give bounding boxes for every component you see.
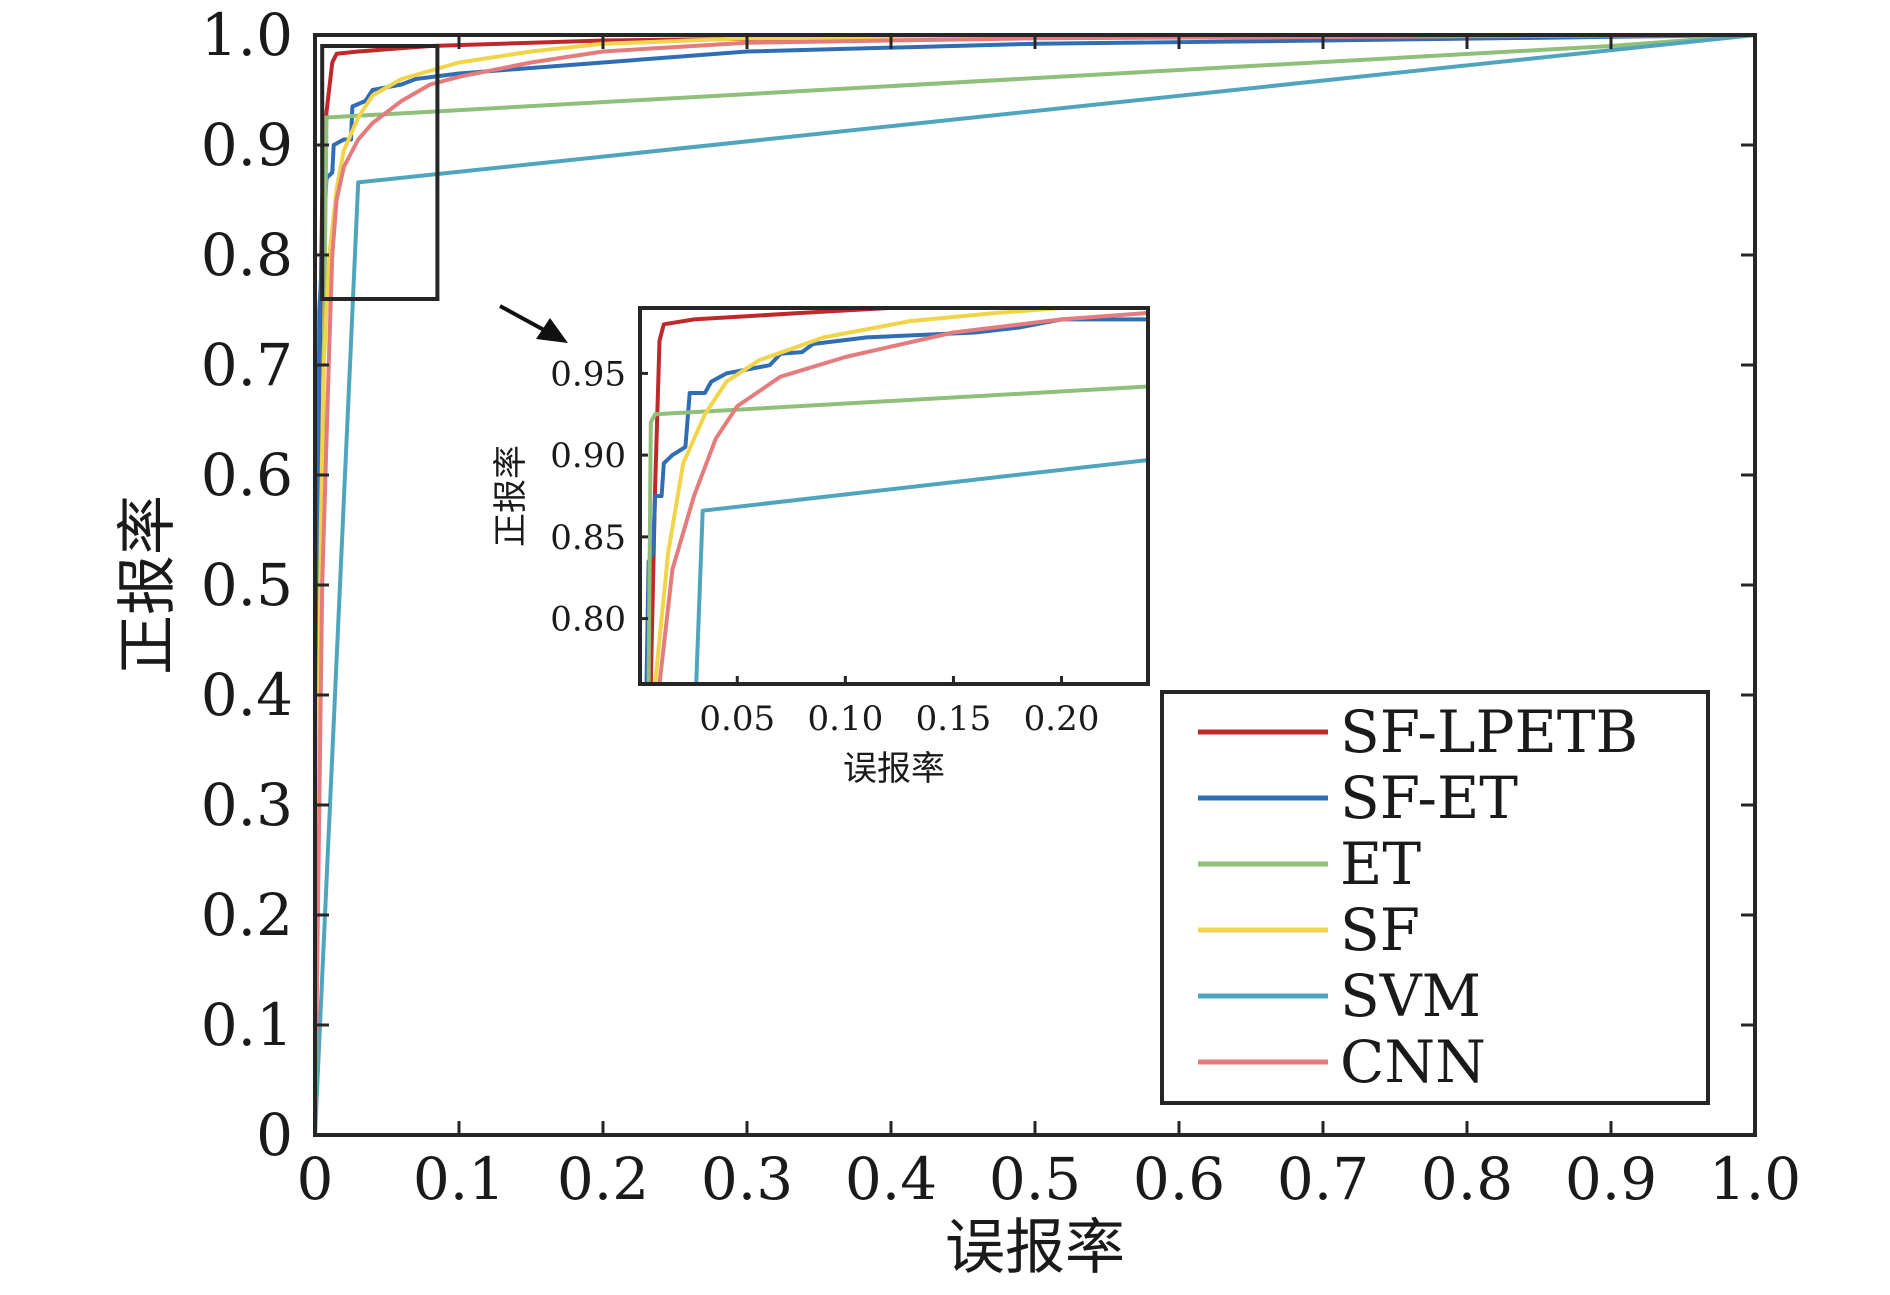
- main-plot: 0 0.1 0.2 0.3 0.4 0.5 0.6 0.7 0.8 0.9 1.0 0 0.1 0.2 0.…: [113, 1, 1801, 1283]
- inset-series-line-sf-lpetb: [648, 308, 891, 684]
- inset-series-line-svm: [694, 458, 1148, 684]
- inset-series-line-sf: [653, 308, 1064, 684]
- main-plot-frame: [313, 33, 1757, 1137]
- main-y-tick-label: 0: [256, 1101, 293, 1169]
- main-axis-ticks: 0 0.1 0.2 0.3 0.4 0.5 0.6 0.7 0.8 0.9 1.0 0 0.1 0.2 0.…: [201, 1, 1801, 1213]
- inset-pointer-arrow-icon: [499, 304, 568, 343]
- main-y-tick-label: 0.4: [201, 661, 293, 729]
- inset-x-tick-label: 0.15: [916, 699, 992, 739]
- inset-series-line-et: [646, 384, 1148, 684]
- inset-series-group: [644, 308, 1148, 684]
- inset-x-tick-label: 0.05: [699, 699, 775, 739]
- inset-y-tick-label: 0.95: [550, 354, 626, 394]
- inset-y-tick-label: 0.80: [550, 600, 626, 640]
- legend-label-sf-lpetb: SF-LPETB: [1340, 698, 1638, 766]
- main-x-axis-title: 误报率: [945, 1213, 1125, 1283]
- inset-axis-ticks: 0.05 0.10 0.15 0.20 0.80 0.85 0.90 0.95: [550, 354, 1099, 739]
- main-x-tick-label: 0.4: [845, 1145, 937, 1213]
- main-y-tick-label: 0.9: [201, 111, 293, 179]
- inset-x-tick-label: 0.10: [808, 699, 884, 739]
- main-y-tick-label: 0.1: [201, 991, 293, 1059]
- inset-y-tick-label: 0.85: [550, 518, 626, 558]
- main-y-tick-label: 0.7: [201, 331, 293, 399]
- legend-box: [1160, 690, 1710, 1105]
- inset-series-line-cnn: [657, 310, 1148, 684]
- main-x-tick-label: 1.0: [1709, 1145, 1801, 1213]
- main-x-tick-label: 0.1: [413, 1145, 505, 1213]
- inset-y-axis-title: 正报率: [491, 445, 531, 547]
- inset-x-axis-title: 误报率: [843, 749, 945, 789]
- inset-x-tick-label: 0.20: [1024, 699, 1100, 739]
- main-x-tick-label: 0.5: [989, 1145, 1081, 1213]
- inset-plot: 0.05 0.10 0.15 0.20 0.80 0.85 0.90 0.95 误报率 正报率: [491, 306, 1150, 789]
- legend-label-et: ET: [1340, 830, 1421, 898]
- main-y-tick-label: 0.6: [201, 441, 293, 509]
- main-series-line-svm: [313, 33, 1757, 1137]
- inset-background: [640, 308, 1148, 684]
- main-x-tick-label: 0.6: [1133, 1145, 1225, 1213]
- main-y-tick-label: 0.3: [201, 771, 293, 839]
- legend-label-sf-et: SF-ET: [1340, 764, 1518, 832]
- main-y-tick-label: 0.5: [201, 551, 293, 619]
- main-x-tick-label: 0.9: [1565, 1145, 1657, 1213]
- main-series-line-cnn: [313, 33, 1757, 1137]
- inset-plot-frame: [638, 306, 1150, 686]
- main-x-tick-label: 0.7: [1277, 1145, 1369, 1213]
- main-x-tick-label: 0.2: [557, 1145, 649, 1213]
- legend-label-svm: SVM: [1340, 962, 1481, 1030]
- main-y-tick-label: 0.8: [201, 221, 293, 289]
- zoom-region-box: [320, 44, 440, 301]
- main-x-tick-label: 0.8: [1421, 1145, 1513, 1213]
- legend-label-cnn: CNN: [1340, 1028, 1486, 1096]
- main-x-tick-label: 0: [297, 1145, 334, 1213]
- main-x-tick-label: 0.3: [701, 1145, 793, 1213]
- main-y-axis-title: 正报率: [113, 495, 183, 675]
- main-y-tick-label: 0.2: [201, 881, 293, 949]
- inset-y-tick-label: 0.90: [550, 436, 626, 476]
- main-y-tick-label: 1.0: [201, 1, 293, 69]
- legend-label-sf: SF: [1340, 896, 1420, 964]
